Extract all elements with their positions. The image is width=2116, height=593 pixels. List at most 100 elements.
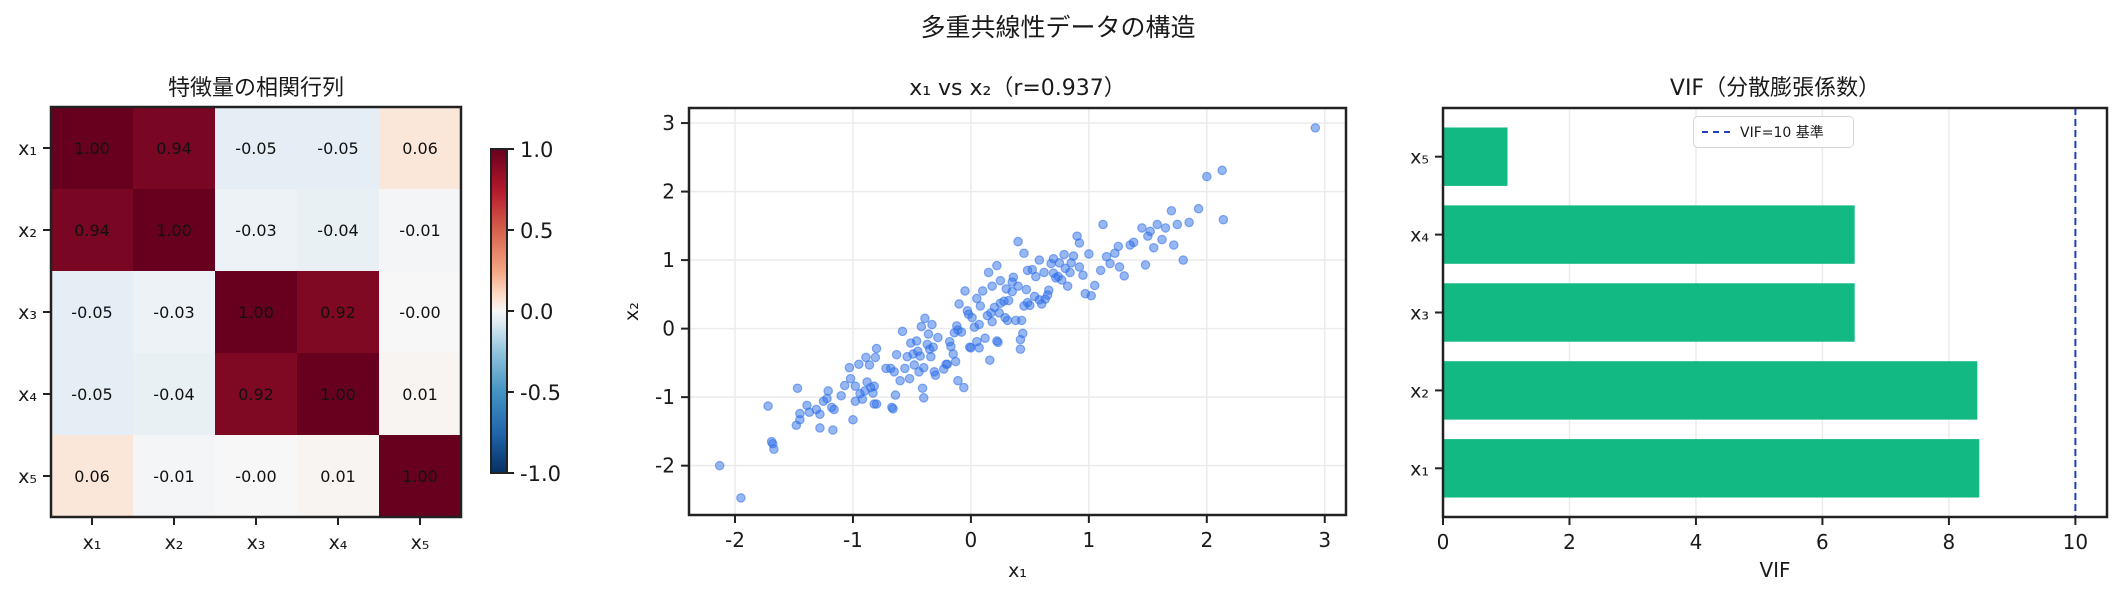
cell-value: -0.01 bbox=[399, 221, 440, 240]
cell-value: -0.00 bbox=[399, 303, 440, 322]
colorbar-tick-label: 0.0 bbox=[520, 300, 553, 324]
cell-value: 0.06 bbox=[74, 467, 110, 486]
heatmap-cell: -0.03 bbox=[133, 271, 216, 354]
scatter-title: x₁ vs x₂（r=0.937） bbox=[909, 76, 1126, 101]
y-tick-label: 3 bbox=[662, 111, 675, 135]
figure-suptitle: 多重共線性データの構造 bbox=[920, 13, 1196, 42]
heatmap-cell: -0.05 bbox=[51, 271, 134, 354]
heatmap-cell: -0.04 bbox=[133, 353, 216, 436]
cell-value: 1.00 bbox=[74, 139, 110, 158]
x-tick-label: -1 bbox=[843, 528, 863, 552]
cell-value: 1.00 bbox=[320, 385, 356, 404]
cell-value: 1.00 bbox=[156, 221, 192, 240]
vif-category-label: x₄ bbox=[1410, 225, 1429, 247]
vif-legend: VIF=10 基準 bbox=[1693, 116, 1854, 148]
y-tick-label: 2 bbox=[662, 180, 675, 204]
y-tick-label: -1 bbox=[655, 385, 675, 409]
colorbar-tick-label: -1.0 bbox=[520, 462, 561, 486]
heatmap-cell: 1.00 bbox=[51, 107, 134, 190]
vif-category-label: x₅ bbox=[1410, 147, 1429, 169]
heatmap-col-label: x₅ bbox=[411, 532, 430, 554]
y-tick-label: -2 bbox=[655, 454, 675, 478]
cell-value: 0.01 bbox=[320, 467, 356, 486]
vif-x-tick-label: 4 bbox=[1690, 530, 1703, 554]
scatter-points bbox=[714, 123, 1321, 503]
x-tick-label: -2 bbox=[725, 528, 745, 552]
y-tick-label: 0 bbox=[662, 317, 675, 341]
heatmap-cell: 1.00 bbox=[215, 271, 298, 354]
vif-bar bbox=[1443, 127, 1508, 186]
cell-value: -0.05 bbox=[235, 139, 276, 158]
colorbar-tick-label: -0.5 bbox=[520, 381, 561, 405]
heatmap-cell: 1.00 bbox=[379, 435, 462, 518]
heatmap-cell: 0.06 bbox=[379, 107, 462, 190]
cell-value: -0.03 bbox=[235, 221, 276, 240]
cell-value: -0.05 bbox=[71, 385, 112, 404]
cell-value: 0.06 bbox=[402, 139, 438, 158]
cell-value: 0.01 bbox=[402, 385, 438, 404]
scatter-plot: -2 -1 0 1 2 3 3 2 1 0 -1 -2 x₁ x₂ bbox=[621, 106, 1348, 582]
heatmap-cell: -0.03 bbox=[215, 189, 298, 272]
heatmap-cell: -0.05 bbox=[51, 353, 134, 436]
cell-value: 0.94 bbox=[74, 221, 110, 240]
vif-bar bbox=[1443, 439, 1980, 498]
cell-value: -0.03 bbox=[153, 303, 194, 322]
heatmap-cell: 0.01 bbox=[297, 435, 380, 518]
heatmap-cell: 0.01 bbox=[379, 353, 462, 436]
heatmap-cell: 0.06 bbox=[51, 435, 134, 518]
heatmap-cell: -0.01 bbox=[133, 435, 216, 518]
heatmap-cell: 1.00 bbox=[133, 189, 216, 272]
cell-value: 1.00 bbox=[238, 303, 274, 322]
heatmap-row-label: x₁ bbox=[18, 138, 37, 160]
cell-value: -0.00 bbox=[235, 467, 276, 486]
x-tick-label: 1 bbox=[1082, 528, 1095, 552]
x-tick-label: 2 bbox=[1200, 528, 1213, 552]
heatmap-col-label: x₄ bbox=[329, 532, 348, 554]
vif-bar bbox=[1443, 361, 1978, 420]
x-tick-label: 0 bbox=[965, 528, 978, 552]
heatmap-cell: 0.92 bbox=[215, 353, 298, 436]
heatmap-row-label: x₄ bbox=[18, 384, 37, 406]
vif-bar bbox=[1443, 205, 1855, 264]
vif-xlabel: VIF bbox=[1759, 558, 1790, 582]
correlation-heatmap: 1.00 0.94 -0.05 -0.05 0.06 0.94 1.00 -0.03 -0.04… bbox=[18, 105, 561, 554]
heatmap-row-label: x₅ bbox=[18, 466, 37, 488]
vif-category-label: x₁ bbox=[1410, 458, 1429, 480]
vif-x-tick-label: 0 bbox=[1437, 530, 1450, 554]
heatmap-cell: 0.94 bbox=[51, 189, 134, 272]
vif-bar bbox=[1443, 283, 1855, 342]
heatmap-row-label: x₂ bbox=[18, 220, 37, 242]
heatmap-cell: -0.05 bbox=[297, 107, 380, 190]
cell-value: -0.05 bbox=[317, 139, 358, 158]
heatmap-cell: -0.05 bbox=[215, 107, 298, 190]
x-tick-label: 3 bbox=[1318, 528, 1331, 552]
cell-value: 1.00 bbox=[402, 467, 438, 486]
heatmap-cell: 0.94 bbox=[133, 107, 216, 190]
heatmap-cell: -0.01 bbox=[379, 189, 462, 272]
cell-value: 0.94 bbox=[156, 139, 192, 158]
heatmap-col-label: x₁ bbox=[83, 532, 102, 554]
heatmap-cell: -0.00 bbox=[215, 435, 298, 518]
vif-category-label: x₃ bbox=[1410, 303, 1429, 325]
vif-category-label: x₂ bbox=[1410, 380, 1429, 402]
heatmap-row-label: x₃ bbox=[18, 302, 37, 324]
heatmap-col-label: x₃ bbox=[247, 532, 266, 554]
cell-value: -0.05 bbox=[71, 303, 112, 322]
dashed-line-legend-icon bbox=[1702, 131, 1730, 133]
cell-value: -0.01 bbox=[153, 467, 194, 486]
heatmap-cell: -0.00 bbox=[379, 271, 462, 354]
cell-value: -0.04 bbox=[317, 221, 358, 240]
scatter-xlabel: x₁ bbox=[1008, 560, 1027, 582]
vif-x-tick-label: 6 bbox=[1816, 530, 1829, 554]
scatter-ylabel: x₂ bbox=[621, 302, 643, 321]
vif-x-tick-label: 2 bbox=[1563, 530, 1576, 554]
colorbar-tick-label: 1.0 bbox=[520, 138, 553, 162]
vif-x-tick-label: 8 bbox=[1943, 530, 1956, 554]
y-tick-label: 1 bbox=[662, 248, 675, 272]
vif-title: VIF（分散膨張係数） bbox=[1669, 76, 1881, 101]
vif-x-tick-label: 10 bbox=[2063, 530, 2088, 554]
cell-value: 0.92 bbox=[238, 385, 274, 404]
colorbar-tick-label: 0.5 bbox=[520, 219, 553, 243]
cell-value: -0.04 bbox=[153, 385, 194, 404]
